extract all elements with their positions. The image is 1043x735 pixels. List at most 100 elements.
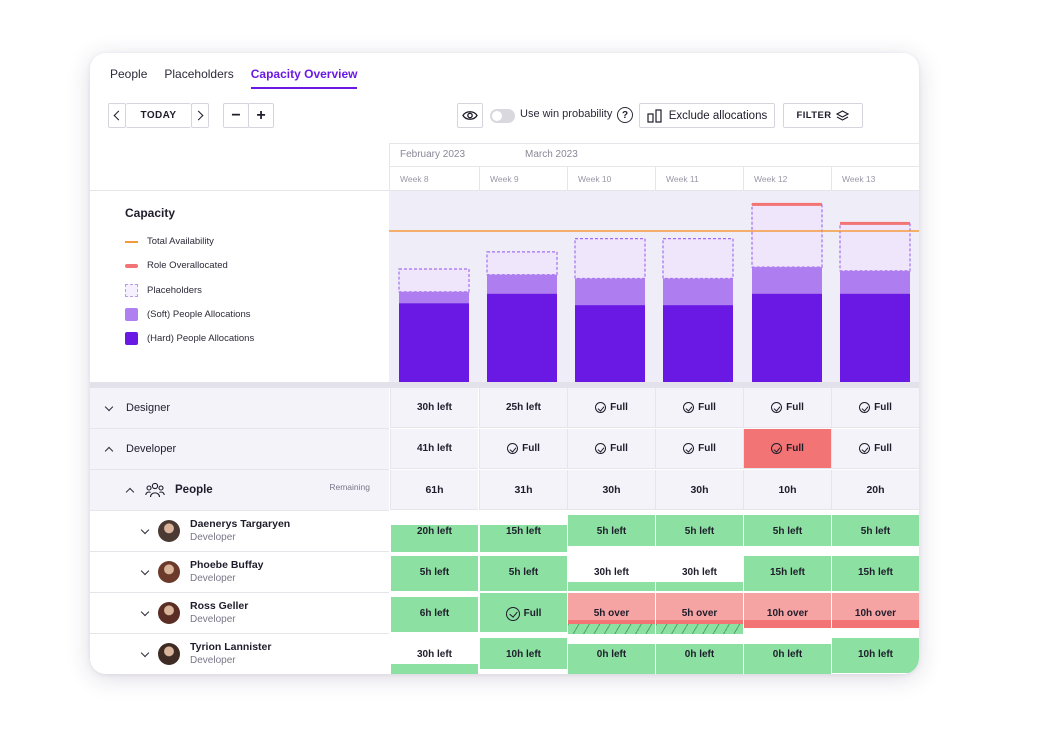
cell-value: 30h left (681, 567, 717, 578)
remaining-cell: 20h (831, 470, 919, 510)
allocation-fill (480, 593, 567, 632)
allocation-cell[interactable]: 5h left (743, 511, 831, 552)
cell-value: 20h left (416, 526, 452, 537)
allocation-fill (744, 515, 831, 546)
zoom-in-button[interactable]: + (248, 103, 274, 128)
prev-week-button[interactable] (108, 103, 126, 128)
legend-label: Placeholders (147, 285, 202, 296)
allocation-cell[interactable]: 0h left (567, 634, 655, 674)
win-probability-toggle[interactable] (490, 109, 515, 123)
cell-label-wrap: 0h left (685, 649, 714, 660)
cell-value: 5h left (772, 526, 803, 537)
remaining-cell: 31h (479, 470, 567, 510)
overallocated-bar (752, 202, 822, 206)
person-name: Ross Geller (190, 600, 249, 612)
allocation-cell[interactable]: 10h over (831, 593, 919, 634)
chevron-down-icon[interactable] (104, 402, 114, 411)
legend-item-placeholders: Placeholders (125, 284, 202, 297)
allocation-cell[interactable]: 15h left (743, 552, 831, 593)
cell-value: 5h left (596, 526, 627, 537)
legend-label: (Hard) People Allocations (147, 333, 255, 344)
cell-value: 10h (778, 483, 797, 496)
allocation-cell[interactable]: 5h left (390, 552, 478, 593)
group-row-designer[interactable]: Designer (90, 388, 389, 429)
remaining-cell: 10h (743, 470, 831, 510)
tab-people[interactable]: People (110, 67, 148, 81)
chevron-up-icon[interactable] (125, 487, 135, 496)
cell-value: 0h left (596, 649, 627, 660)
group-label: Developer (126, 443, 177, 455)
allocation-cell[interactable]: 0h left (655, 634, 743, 674)
allocation-cell[interactable]: 5h left (831, 511, 919, 552)
allocation-cell[interactable]: 6h left (390, 593, 478, 634)
zoom-out-button[interactable]: − (223, 103, 249, 128)
chevron-up-icon[interactable] (104, 446, 114, 455)
person-role: Developer (190, 614, 236, 625)
filter-label: FILTER (796, 110, 832, 121)
legend-item-soft-allocations: (Soft) People Allocations (125, 308, 251, 321)
cell-label-wrap: 5h left (597, 526, 626, 537)
allocation-cell[interactable]: 10h left (479, 634, 567, 674)
allocation-cell[interactable]: 30h left (390, 634, 478, 674)
cell-label-wrap: 5h over (682, 608, 718, 619)
check-circle-icon (595, 402, 607, 413)
cell-value: 5h left (860, 526, 891, 537)
chevron-down-icon[interactable] (140, 648, 150, 657)
allocation-cell[interactable]: Full (479, 593, 567, 634)
week-label: Week 11 (655, 167, 743, 190)
capacity-title: Capacity (125, 206, 176, 220)
capacity-cell: 25h left (479, 388, 567, 428)
allocation-cell[interactable]: 30h left (567, 552, 655, 593)
person-row[interactable]: Tyrion Lannister Developer (90, 634, 389, 674)
remaining-label: Remaining (329, 482, 370, 492)
exclude-allocations-button[interactable]: Exclude allocations (639, 103, 775, 128)
columns-icon (647, 108, 662, 123)
allocation-cell[interactable]: 10h left (831, 634, 919, 674)
allocation-cell[interactable]: 5h left (567, 511, 655, 552)
people-group-row[interactable]: People Remaining (90, 470, 389, 511)
tab-placeholders[interactable]: Placeholders (164, 67, 234, 81)
allocation-cell[interactable]: 5h over (567, 593, 655, 634)
allocation-cell[interactable]: 20h left (390, 511, 478, 552)
chevron-down-icon[interactable] (140, 525, 150, 534)
allocation-cell[interactable]: 5h over (655, 593, 743, 634)
remaining-cell: 30h (567, 470, 655, 510)
allocation-fill (656, 515, 743, 546)
week-label: Week 12 (743, 167, 831, 190)
group-row-developer[interactable]: Developer (90, 429, 389, 470)
chevron-down-icon[interactable] (140, 566, 150, 575)
hard-allocation-bar (399, 303, 469, 383)
allocation-fill (480, 556, 567, 591)
cell-value: 30h (690, 483, 709, 496)
cell-value: Full (786, 443, 804, 454)
allocation-cell[interactable]: 15h left (831, 552, 919, 593)
visibility-button[interactable] (457, 103, 483, 128)
person-row[interactable]: Daenerys Targaryen Developer (90, 511, 389, 552)
tab-capacity-overview[interactable]: Capacity Overview (250, 67, 358, 89)
check-circle-icon (859, 443, 871, 454)
allocation-fill (656, 582, 743, 591)
legend-item-total-availability: Total Availability (125, 236, 214, 247)
allocation-cell[interactable]: 0h left (743, 634, 831, 674)
person-info: Daenerys Targaryen Developer (190, 518, 290, 544)
allocation-cell[interactable]: 15h left (479, 511, 567, 552)
section-divider (90, 382, 919, 388)
tab-bar: People Placeholders Capacity Overview (110, 67, 358, 89)
cell-value: 61h (425, 483, 444, 496)
allocation-cell[interactable]: 5h left (479, 552, 567, 593)
placeholder-bar (398, 268, 470, 293)
filter-button[interactable]: FILTER (783, 103, 863, 128)
person-row[interactable]: Phoebe Buffay Developer (90, 552, 389, 593)
cell-value: 30h left (593, 567, 629, 578)
capacity-cell: Full (743, 429, 831, 469)
person-row[interactable]: Ross Geller Developer (90, 593, 389, 634)
today-button[interactable]: TODAY (126, 103, 191, 128)
allocation-cell[interactable]: 10h over (743, 593, 831, 634)
allocation-cell[interactable]: 5h left (655, 511, 743, 552)
cell-value: Full (523, 608, 542, 619)
cell-value: 6h left (419, 608, 450, 619)
allocation-cell[interactable]: 30h left (655, 552, 743, 593)
chevron-down-icon[interactable] (140, 607, 150, 616)
help-icon[interactable]: ? (617, 107, 633, 123)
next-week-button[interactable] (191, 103, 209, 128)
